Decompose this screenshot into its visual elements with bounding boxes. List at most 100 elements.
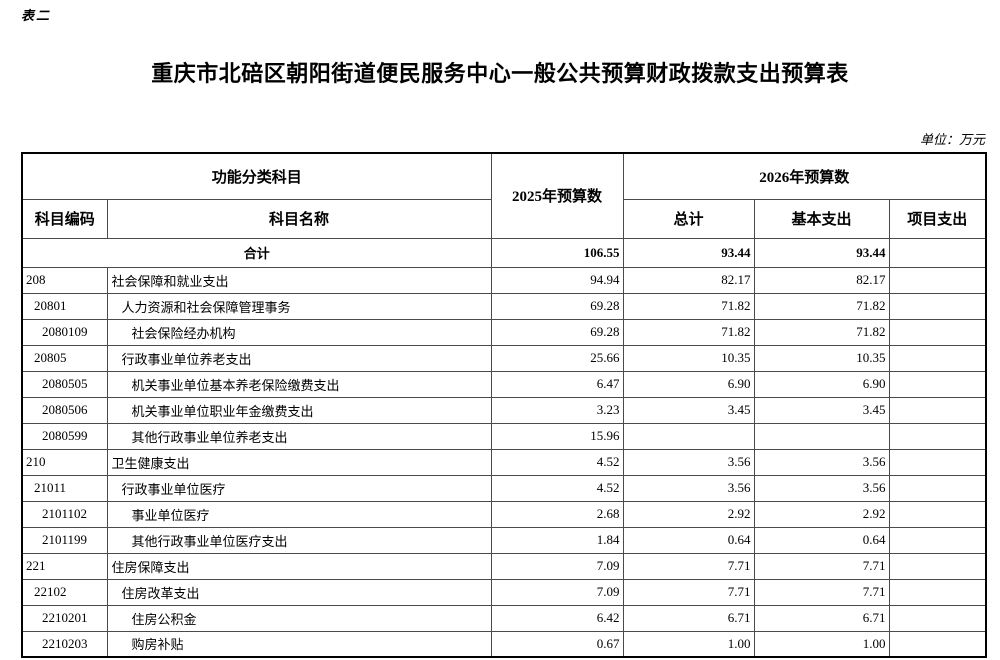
table-row: 210 卫生健康支出 4.52 3.56 3.56 [21, 448, 987, 476]
subject-name-cell: 社会保险经办机构 [106, 318, 492, 346]
budget-2026-basic-cell: 3.56 [753, 448, 890, 476]
budget-2026-project-cell [888, 396, 987, 424]
table-row: 2210201 住房公积金 6.42 6.71 6.71 [21, 604, 987, 632]
subject-code-cell: 2210203 [21, 630, 108, 658]
subject-name-cell: 住房保障支出 [106, 552, 492, 580]
budget-2026-total-cell: 82.17 [622, 266, 755, 294]
header-function-category: 功能分类科目 [21, 152, 492, 200]
subject-code-cell: 22102 [21, 578, 108, 606]
budget-2026-project-cell [888, 448, 987, 476]
budget-2026-total-cell: 6.71 [622, 604, 755, 632]
budget-2025-cell: 3.23 [490, 396, 624, 424]
budget-table: 功能分类科目 2025年预算数 2026年预算数 科目编码 科目名称 总计 基本… [21, 152, 988, 658]
total-2025-cell: 106.55 [490, 237, 624, 268]
budget-2025-cell: 4.52 [490, 474, 624, 502]
header-2026-budget: 2026年预算数 [622, 152, 987, 200]
table-row: 221 住房保障支出 7.09 7.71 7.71 [21, 552, 987, 580]
budget-2025-cell: 2.68 [490, 500, 624, 528]
budget-2026-project-cell [888, 422, 987, 450]
budget-2026-project-cell [888, 344, 987, 372]
subject-name-cell: 购房补贴 [106, 630, 492, 658]
header-2026-total: 总计 [622, 198, 755, 239]
subject-code-cell: 2210201 [21, 604, 108, 632]
budget-2025-cell: 7.09 [490, 578, 624, 606]
subject-name-cell: 机关事业单位职业年金缴费支出 [106, 396, 492, 424]
budget-2026-total-cell: 3.56 [622, 474, 755, 502]
budget-2026-basic-cell: 1.00 [753, 630, 890, 658]
budget-2026-total-cell: 6.90 [622, 370, 755, 398]
table-row: 2210203 购房补贴 0.67 1.00 1.00 [21, 630, 987, 658]
budget-2025-cell: 4.52 [490, 448, 624, 476]
budget-2026-basic-cell: 6.90 [753, 370, 890, 398]
page-title: 重庆市北碚区朝阳街道便民服务中心一般公共预算财政拨款支出预算表 [151, 61, 849, 86]
header-2025-budget: 2025年预算数 [490, 152, 624, 239]
subject-code-cell: 2080505 [21, 370, 108, 398]
budget-2025-cell: 6.42 [490, 604, 624, 632]
budget-2026-project-cell [888, 552, 987, 580]
budget-2025-cell: 15.96 [490, 422, 624, 450]
budget-2026-basic-cell: 10.35 [753, 344, 890, 372]
budget-2026-basic-cell [753, 422, 890, 450]
subject-code-cell: 21011 [21, 474, 108, 502]
table-header: 功能分类科目 2025年预算数 2026年预算数 科目编码 科目名称 总计 基本… [21, 152, 987, 239]
budget-2026-total-cell: 71.82 [622, 318, 755, 346]
subject-code-cell: 2080599 [21, 422, 108, 450]
budget-2026-basic-cell: 71.82 [753, 318, 890, 346]
budget-2026-basic-cell: 6.71 [753, 604, 890, 632]
budget-2026-project-cell [888, 370, 987, 398]
table-body: 合计 106.55 93.44 93.44 208 社会保障和就业支出 94.9… [21, 237, 987, 658]
budget-2026-project-cell [888, 604, 987, 632]
table-row: 2080109 社会保险经办机构 69.28 71.82 71.82 [21, 318, 987, 346]
budget-2026-project-cell [888, 500, 987, 528]
subject-name-cell: 其他行政事业单位养老支出 [106, 422, 492, 450]
budget-2026-project-cell [888, 266, 987, 294]
table-row: 2080505 机关事业单位基本养老保险缴费支出 6.47 6.90 6.90 [21, 370, 987, 398]
table-row: 2101199 其他行政事业单位医疗支出 1.84 0.64 0.64 [21, 526, 987, 554]
budget-2026-total-cell: 7.71 [622, 578, 755, 606]
header-row-2: 科目编码 科目名称 总计 基本支出 项目支出 [21, 198, 987, 239]
subject-name-cell: 行政事业单位养老支出 [106, 344, 492, 372]
header-subject-name: 科目名称 [106, 198, 492, 239]
table-row: 20801 人力资源和社会保障管理事务 69.28 71.82 71.82 [21, 292, 987, 320]
header-row-1: 功能分类科目 2025年预算数 2026年预算数 [21, 152, 987, 239]
total-label: 合计 [21, 237, 492, 268]
budget-2026-project-cell [888, 578, 987, 606]
subject-name-cell: 社会保障和就业支出 [106, 266, 492, 294]
budget-2025-cell: 7.09 [490, 552, 624, 580]
budget-2026-total-cell: 3.45 [622, 396, 755, 424]
budget-2026-total-cell: 2.92 [622, 500, 755, 528]
budget-2026-total-cell: 3.56 [622, 448, 755, 476]
subject-name-cell: 人力资源和社会保障管理事务 [106, 292, 492, 320]
total-2026-project-cell [888, 237, 987, 268]
budget-2026-basic-cell: 71.82 [753, 292, 890, 320]
subject-name-cell: 其他行政事业单位医疗支出 [106, 526, 492, 554]
budget-2026-project-cell [888, 318, 987, 346]
table-number-label: 表二 [21, 8, 52, 23]
budget-2026-basic-cell: 0.64 [753, 526, 890, 554]
subject-code-cell: 20801 [21, 292, 108, 320]
budget-2026-total-cell: 10.35 [622, 344, 755, 372]
budget-2026-project-cell [888, 292, 987, 320]
header-2026-project: 项目支出 [888, 198, 987, 239]
budget-2025-cell: 69.28 [490, 292, 624, 320]
budget-2026-basic-cell: 7.71 [753, 578, 890, 606]
budget-2025-cell: 69.28 [490, 318, 624, 346]
subject-code-cell: 208 [21, 266, 108, 294]
budget-2026-project-cell [888, 526, 987, 554]
budget-2026-project-cell [888, 630, 987, 658]
total-2026-total-cell: 93.44 [622, 237, 755, 268]
subject-code-cell: 2101102 [21, 500, 108, 528]
subject-name-cell: 卫生健康支出 [106, 448, 492, 476]
table-row: 2080599 其他行政事业单位养老支出 15.96 [21, 422, 987, 450]
total-2026-basic-cell: 93.44 [753, 237, 890, 268]
budget-2026-total-cell: 1.00 [622, 630, 755, 658]
budget-2026-project-cell [888, 474, 987, 502]
budget-2025-cell: 25.66 [490, 344, 624, 372]
budget-2026-basic-cell: 82.17 [753, 266, 890, 294]
table-row: 21011 行政事业单位医疗 4.52 3.56 3.56 [21, 474, 987, 502]
budget-2025-cell: 0.67 [490, 630, 624, 658]
subject-code-cell: 210 [21, 448, 108, 476]
subject-code-cell: 2101199 [21, 526, 108, 554]
table-row: 2080506 机关事业单位职业年金缴费支出 3.23 3.45 3.45 [21, 396, 987, 424]
